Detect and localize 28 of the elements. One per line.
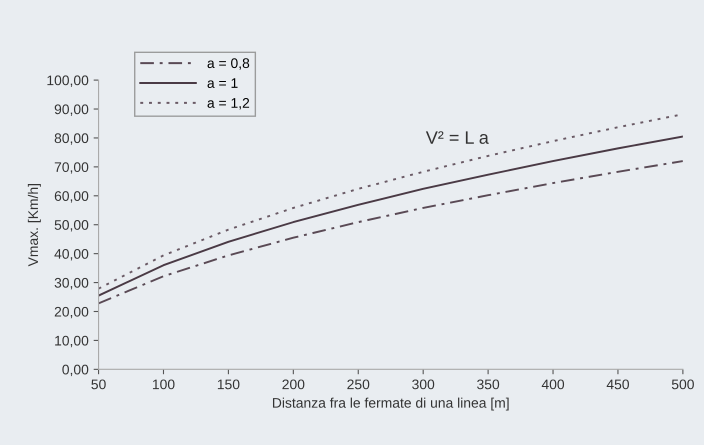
- x-tick-label: 200: [282, 379, 304, 390]
- y-tick-label: 60,00: [54, 191, 88, 203]
- y-tick-label: 50,00: [54, 220, 88, 232]
- x-tick-label: 50: [91, 379, 106, 390]
- legend-label: a = 0,8: [208, 58, 250, 70]
- legend-label: a = 1,2: [208, 98, 250, 110]
- y-tick-label: 80,00: [54, 133, 88, 145]
- y-tick-label: 0,00: [62, 364, 88, 376]
- x-tick-label: 300: [412, 379, 434, 390]
- x-tick-label: 400: [542, 379, 564, 390]
- y-tick-label: 90,00: [54, 104, 88, 116]
- x-tick-label: 100: [152, 379, 175, 390]
- legend-label: a = 1: [208, 78, 238, 88]
- x-tick-label: 150: [218, 379, 240, 390]
- x-tick-label: 250: [347, 379, 370, 390]
- line-series: [98, 160, 683, 304]
- x-tick-label: 450: [606, 379, 629, 390]
- x-tick-label: 350: [477, 379, 500, 390]
- y-tick-label: 30,00: [54, 278, 88, 290]
- y-tick-label: 20,00: [54, 306, 88, 318]
- x-axis-title: Distanza fra le fermate di una linea [m]: [272, 398, 509, 411]
- y-tick-label: 40,00: [54, 248, 88, 260]
- annotation: V² = L a: [426, 131, 489, 144]
- y-tick-label: 10,00: [55, 336, 88, 348]
- y-tick-label: 70,00: [54, 162, 88, 174]
- y-tick-label: 100,00: [47, 75, 88, 87]
- x-tick-label: 500: [672, 379, 694, 390]
- y-axis-title: Vmax. [Km/h]: [28, 184, 41, 266]
